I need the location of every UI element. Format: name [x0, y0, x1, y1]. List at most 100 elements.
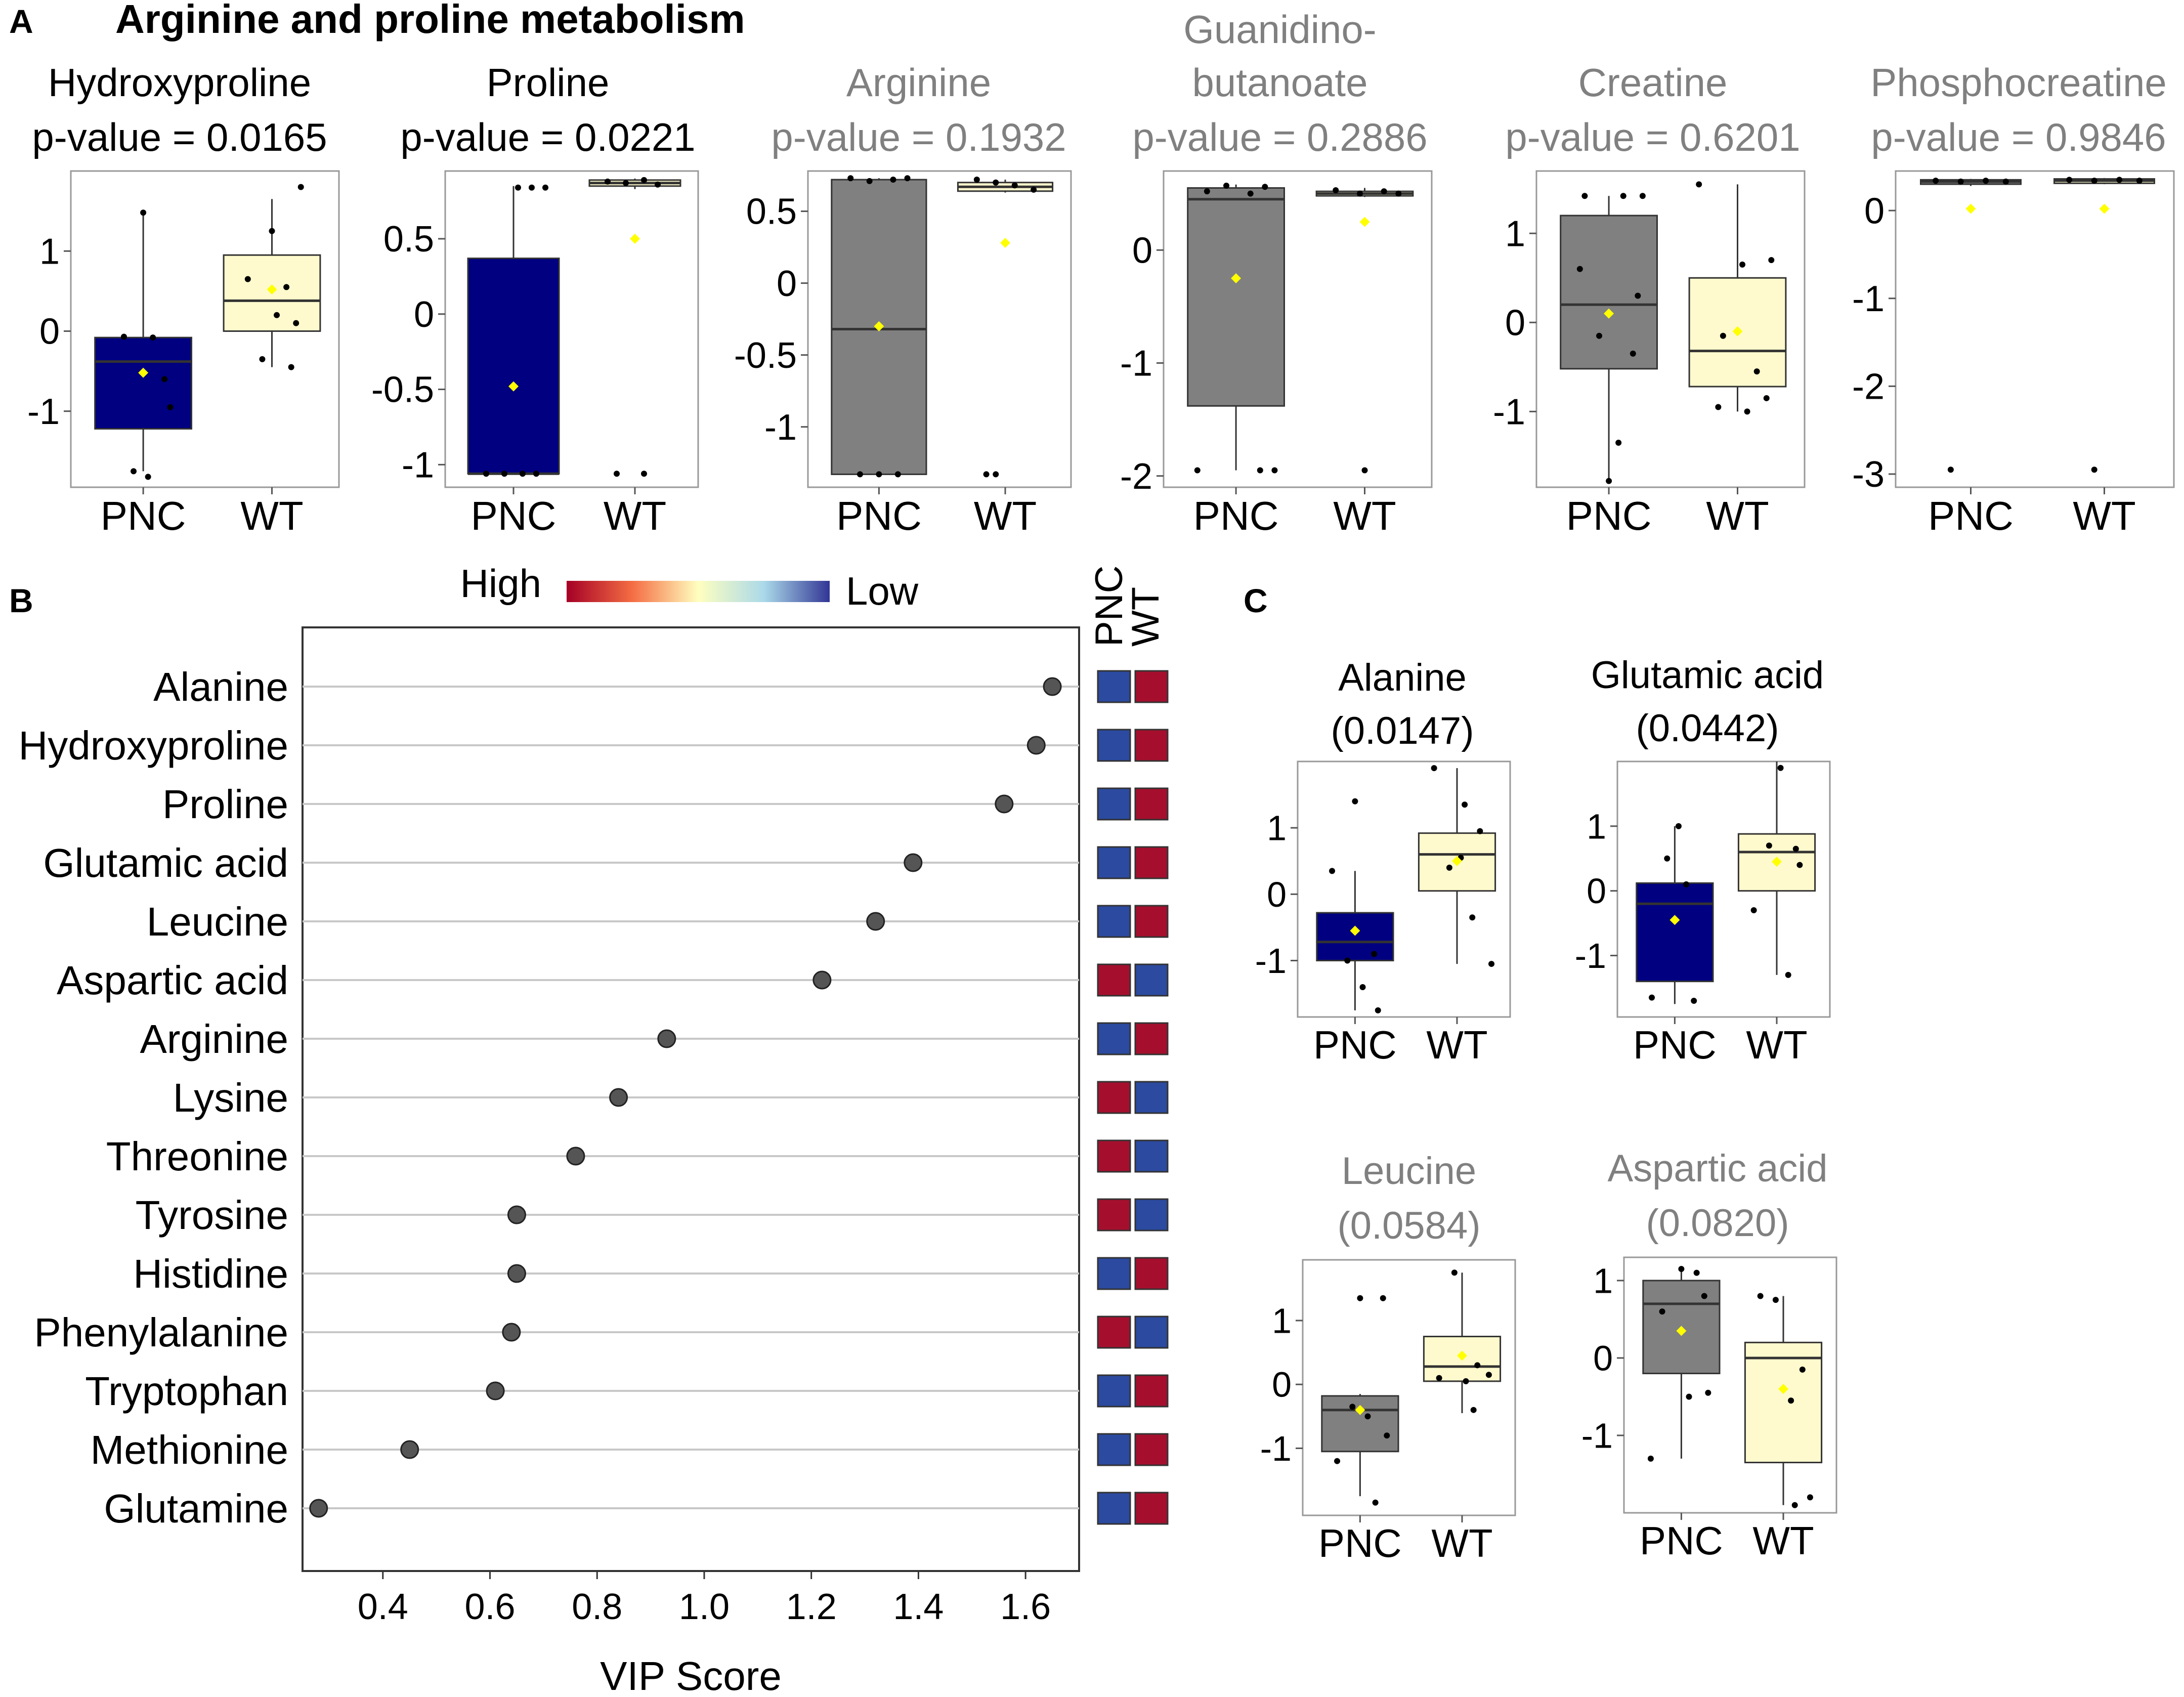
x-tick-label: 1.6 [1000, 1587, 1051, 1627]
y-tick-label: -1 [764, 407, 797, 448]
heat-cell-pnc [1097, 1433, 1131, 1466]
data-point [120, 333, 127, 340]
x-category-label: WT [1426, 1023, 1487, 1067]
data-point [1792, 845, 1799, 852]
data-point [297, 184, 304, 190]
vip-dot [812, 970, 832, 990]
data-point [1581, 193, 1588, 199]
x-category-label: WT [1752, 1518, 1814, 1563]
panel-a-title: Arginine and proline metabolism [115, 0, 745, 41]
mean-marker-wt [1457, 1350, 1467, 1361]
data-point [1477, 828, 1483, 834]
x-tick-label: 1.0 [679, 1587, 730, 1627]
data-point [293, 320, 299, 326]
data-point [1701, 1293, 1707, 1299]
plot-frame [1302, 1259, 1516, 1516]
data-point [2091, 466, 2097, 473]
data-point [1257, 467, 1263, 474]
data-point [1204, 188, 1210, 195]
data-point [1635, 292, 1641, 299]
data-point [1372, 1499, 1379, 1506]
x-category-label: PNC [1928, 493, 2014, 538]
heat-column-header: WT [1124, 587, 1167, 647]
data-point [973, 177, 980, 183]
y-tick-label: -3 [1852, 454, 1885, 495]
data-point [167, 404, 174, 410]
heat-cell-pnc [1097, 1492, 1131, 1525]
boxplot-title-line: Phosphocreatine [1870, 60, 2166, 105]
data-point [1357, 1295, 1363, 1301]
plot-frame [1895, 170, 2175, 488]
data-point [1194, 467, 1201, 474]
boxplot-title-line: Alanine [1338, 656, 1467, 699]
data-point [2091, 178, 2097, 184]
heat-cell-wt [1134, 963, 1169, 997]
x-tick-label: 0.8 [572, 1587, 622, 1627]
data-point [2136, 178, 2143, 184]
boxplot-title-line: (0.0147) [1331, 709, 1474, 752]
data-point [1693, 1269, 1700, 1276]
x-category-label: PNC [1318, 1521, 1402, 1565]
data-point [1649, 994, 1655, 1001]
mean-marker-pnc [1604, 308, 1614, 319]
vip-dot [904, 853, 923, 872]
boxplot-title-line: p-value = 0.0221 [400, 115, 695, 159]
data-point [1381, 188, 1387, 195]
legend-high-label: High [460, 561, 541, 606]
data-point [1715, 404, 1722, 410]
data-point [1768, 257, 1775, 264]
data-point [1750, 907, 1757, 914]
data-point [131, 468, 137, 475]
y-tick-label: 1 [39, 231, 60, 272]
data-point [1744, 408, 1750, 415]
boxplot-arginine: Arginine p-value = 0.1932 -1 -0.5 0 0.5 PNC WT [734, 60, 1072, 538]
y-tick-label: -1 [1575, 936, 1606, 975]
data-point [515, 184, 521, 191]
mean-marker-pnc [138, 367, 149, 378]
data-point [993, 471, 999, 478]
data-point [1488, 961, 1495, 967]
vip-row-label: Alanine [153, 664, 288, 709]
heat-cell-wt [1134, 1257, 1169, 1290]
y-tick-label: -1 [1581, 1416, 1613, 1455]
vip-row-label: Aspartic acid [57, 958, 288, 1003]
mean-marker-pnc [1676, 1326, 1687, 1336]
y-tick-label: 0 [414, 294, 434, 335]
data-point [1766, 842, 1772, 849]
box-pnc [467, 258, 560, 475]
heat-cell-wt [1134, 1433, 1169, 1466]
vip-row-label: Leucine [147, 899, 288, 944]
y-tick-label: -2 [1852, 367, 1885, 407]
box-wt [1744, 1341, 1823, 1464]
vip-row-label: Arginine [140, 1016, 288, 1062]
data-point [641, 177, 647, 183]
data-point [605, 178, 611, 185]
x-category-label: WT [1746, 1023, 1807, 1067]
data-point [1359, 984, 1366, 990]
y-tick-label: -1 [1260, 1429, 1292, 1468]
boxplot-phosphocreatine: Phosphocreatine p-value = 0.9846 -3 -2 -1 0 PN… [1852, 60, 2175, 538]
y-tick-label: 0 [1593, 1338, 1613, 1378]
vip-row-label: Proline [162, 782, 288, 827]
boxplot-title-line: Proline [487, 60, 610, 105]
heat-cell-wt [1134, 1198, 1169, 1232]
heat-cell-wt [1134, 670, 1169, 703]
data-point [1796, 862, 1803, 868]
data-point [1431, 765, 1437, 772]
data-point [1720, 332, 1726, 339]
data-point [1352, 798, 1358, 804]
data-point [1686, 1393, 1692, 1400]
data-point [614, 471, 620, 477]
data-point [520, 471, 526, 477]
data-point [847, 175, 854, 182]
boxplot-guanidinobutanoate: Guanidino-butanoate p-value = 0.2886 -2 -1 0… [1120, 7, 1433, 538]
vip-dot [866, 912, 885, 931]
y-tick-label: 1 [1267, 809, 1287, 848]
data-point [2116, 177, 2123, 183]
heat-cell-pnc [1097, 1022, 1131, 1055]
data-point [1470, 1407, 1477, 1413]
mean-marker-pnc [1350, 925, 1360, 936]
vip-dot [566, 1147, 585, 1166]
data-point [1757, 1293, 1764, 1299]
